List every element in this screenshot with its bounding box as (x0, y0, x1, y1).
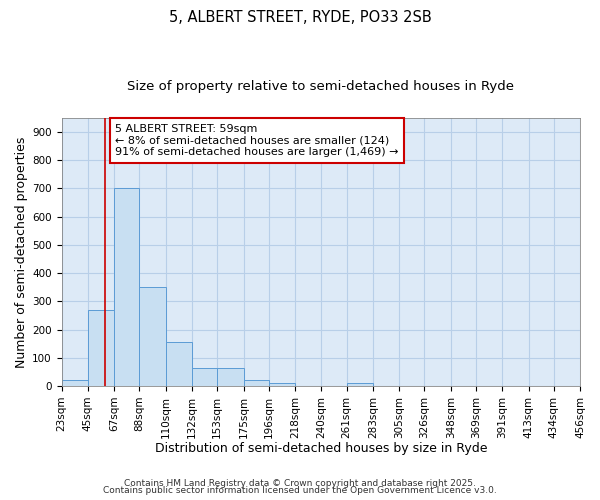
Text: 5, ALBERT STREET, RYDE, PO33 2SB: 5, ALBERT STREET, RYDE, PO33 2SB (169, 10, 431, 25)
X-axis label: Distribution of semi-detached houses by size in Ryde: Distribution of semi-detached houses by … (155, 442, 487, 455)
Text: Contains public sector information licensed under the Open Government Licence v3: Contains public sector information licen… (103, 486, 497, 495)
Bar (244, 380, 269, 386)
Bar (192, 368, 217, 386)
Bar (114, 188, 139, 386)
Y-axis label: Number of semi-detached properties: Number of semi-detached properties (15, 136, 28, 368)
Bar (269, 382, 295, 386)
Bar (62, 380, 88, 386)
Bar (139, 287, 166, 386)
Bar (347, 383, 373, 386)
Bar (88, 310, 114, 386)
Bar (166, 342, 192, 386)
Text: Contains HM Land Registry data © Crown copyright and database right 2025.: Contains HM Land Registry data © Crown c… (124, 478, 476, 488)
Text: 5 ALBERT STREET: 59sqm
← 8% of semi-detached houses are smaller (124)
91% of sem: 5 ALBERT STREET: 59sqm ← 8% of semi-deta… (115, 124, 399, 157)
Title: Size of property relative to semi-detached houses in Ryde: Size of property relative to semi-detach… (127, 80, 514, 93)
Bar (217, 368, 244, 386)
